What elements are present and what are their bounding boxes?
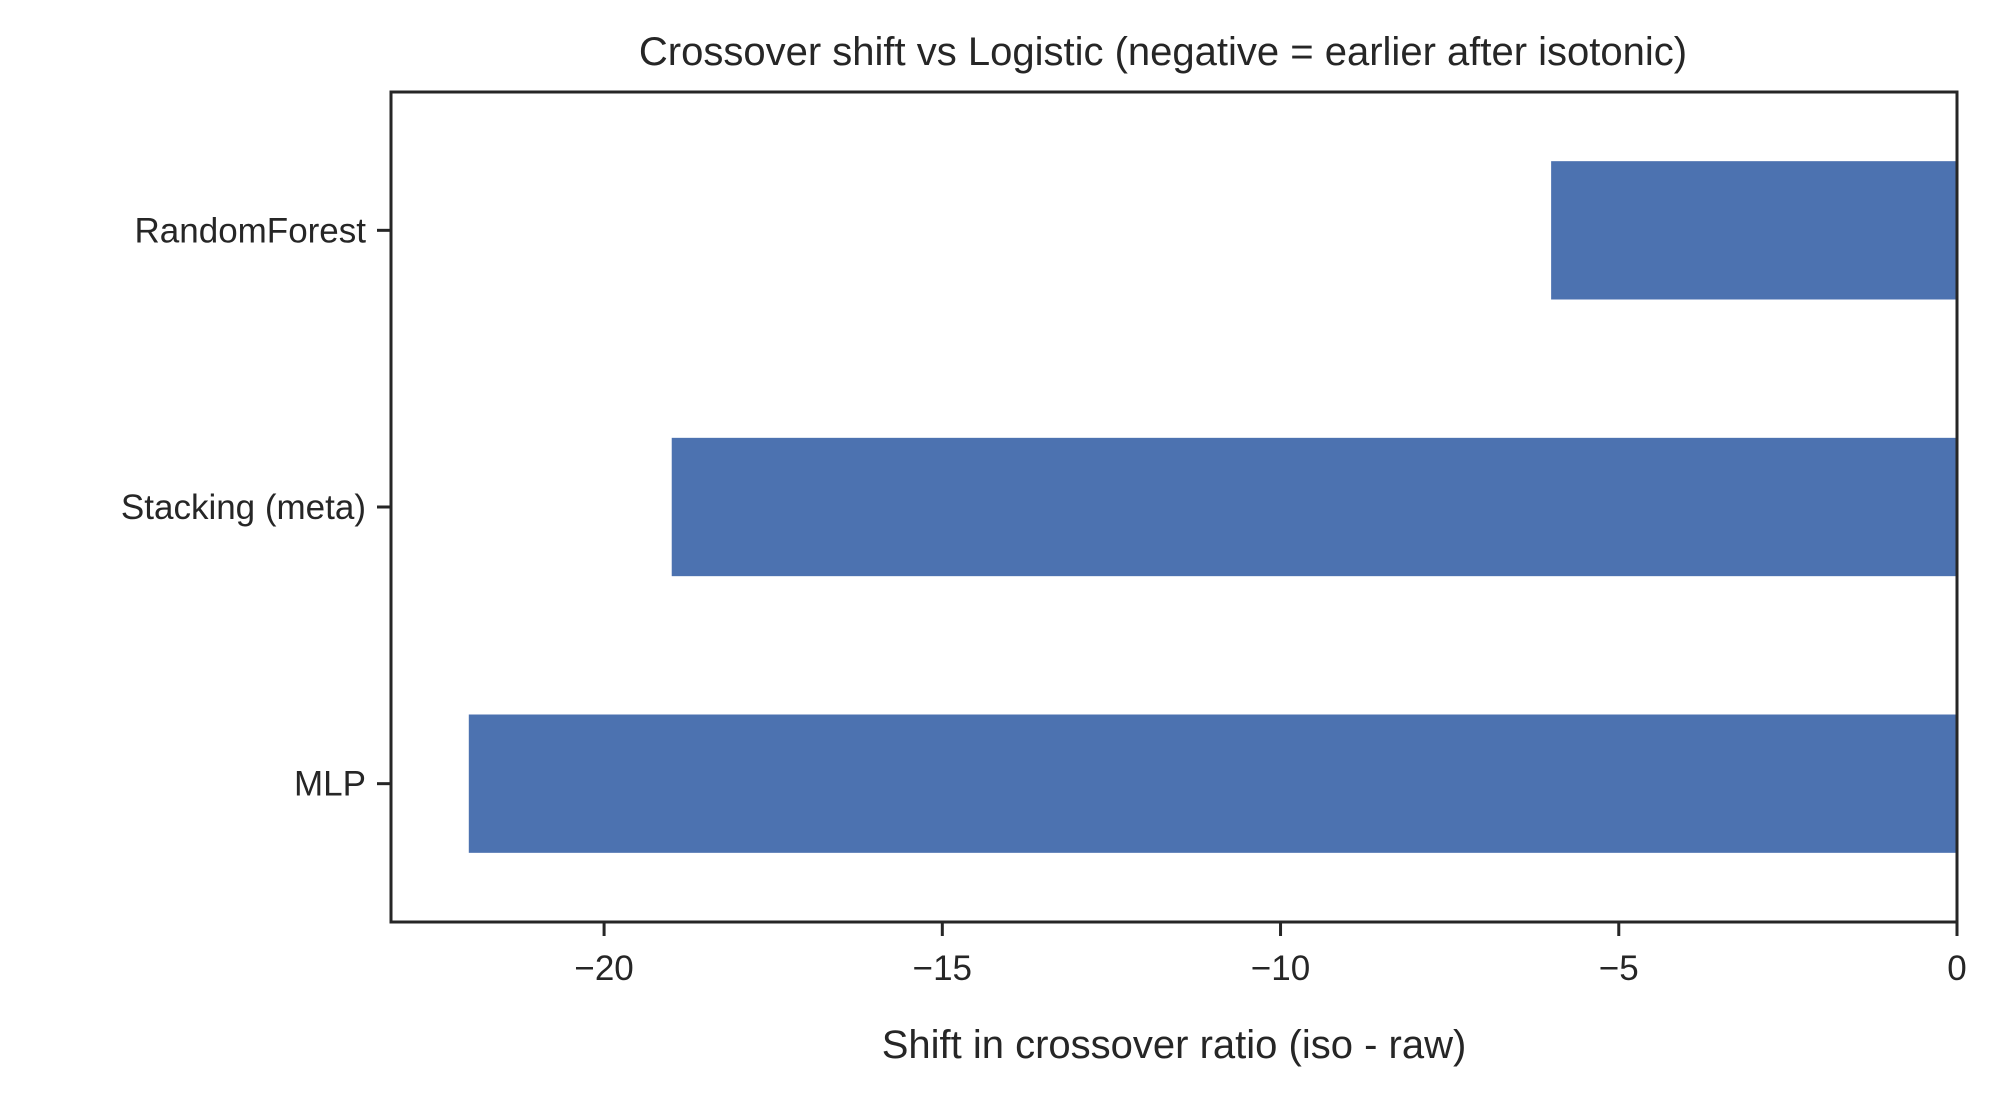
x-axis-label: Shift in crossover ratio (iso - raw) — [882, 1023, 1467, 1067]
bar-mlp — [468, 714, 1957, 853]
x-axis: −20 −15 −10 −5 0 — [574, 922, 1967, 988]
x-tick-label: 0 — [1947, 949, 1966, 988]
x-tick-label: −15 — [913, 949, 972, 988]
bar-randomforest — [1551, 161, 1957, 300]
y-axis: RandomForest Stacking (meta) MLP — [121, 211, 391, 804]
bars-layer — [468, 161, 1958, 853]
y-tick-label: MLP — [294, 765, 366, 804]
x-tick-label: −20 — [574, 949, 633, 988]
y-tick-label: RandomForest — [135, 211, 367, 250]
x-tick-label: −5 — [1599, 949, 1639, 988]
y-tick-label: Stacking (meta) — [121, 488, 366, 527]
x-tick-label: −10 — [1251, 949, 1310, 988]
chart-title: Crossover shift vs Logistic (negative = … — [639, 30, 1687, 74]
bar-stacking-meta — [671, 437, 1958, 577]
